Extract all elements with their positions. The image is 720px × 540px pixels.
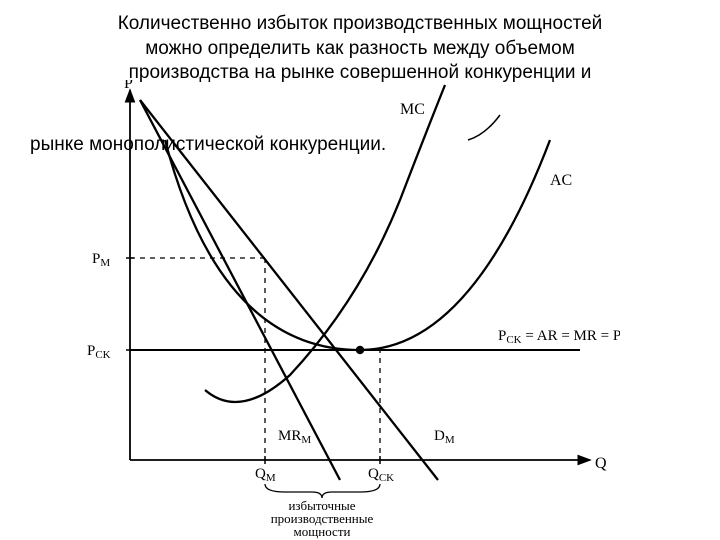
tangent-point bbox=[356, 346, 364, 354]
qm-label: QM bbox=[255, 466, 276, 484]
pck-equation-label: PCK = AR = MR = P bbox=[498, 328, 620, 346]
title-line-1: Количественно избыток производственных м… bbox=[118, 13, 603, 34]
mc-pointer bbox=[468, 115, 500, 140]
mc-curve bbox=[205, 85, 445, 402]
mrm-label: MRM bbox=[278, 428, 311, 446]
pm-label: PM bbox=[92, 251, 110, 269]
dm-label: DM bbox=[434, 428, 455, 446]
economics-chart: P Q PM PCK QM QCK MC AC DM MRM PCK = AR … bbox=[60, 80, 620, 540]
qck-label: QCK bbox=[368, 466, 394, 484]
mc-label: MC bbox=[400, 101, 425, 118]
brace bbox=[265, 484, 380, 498]
y-axis-label: P bbox=[124, 80, 133, 92]
ac-curve bbox=[165, 140, 550, 350]
dm-curve bbox=[140, 100, 438, 480]
title-text: Количественно избыток производственных м… bbox=[30, 12, 690, 86]
x-axis-label: Q bbox=[595, 455, 607, 472]
brace-label-3: мощности bbox=[294, 524, 351, 539]
pck-label: PCK bbox=[87, 343, 111, 361]
title-line-2: можно определить как разность между объе… bbox=[145, 38, 575, 59]
ac-label: AC bbox=[550, 172, 572, 189]
